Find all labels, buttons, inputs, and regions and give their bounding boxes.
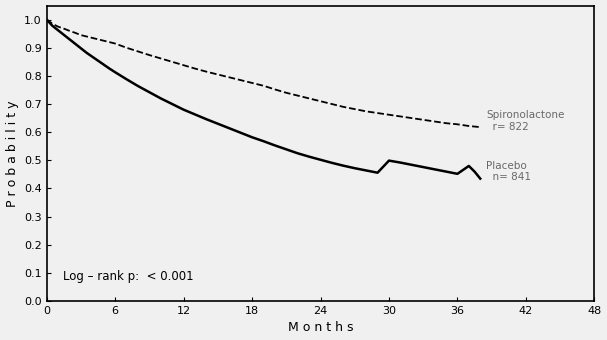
Y-axis label: P r o b a b i l i t y: P r o b a b i l i t y — [5, 100, 19, 206]
Text: Spironolactone
  r= 822: Spironolactone r= 822 — [486, 110, 565, 132]
Text: Log – rank p:  < 0.001: Log – rank p: < 0.001 — [63, 270, 194, 283]
X-axis label: M o n t h s: M o n t h s — [288, 321, 353, 335]
Text: Placebo
  n= 841: Placebo n= 841 — [486, 161, 531, 182]
